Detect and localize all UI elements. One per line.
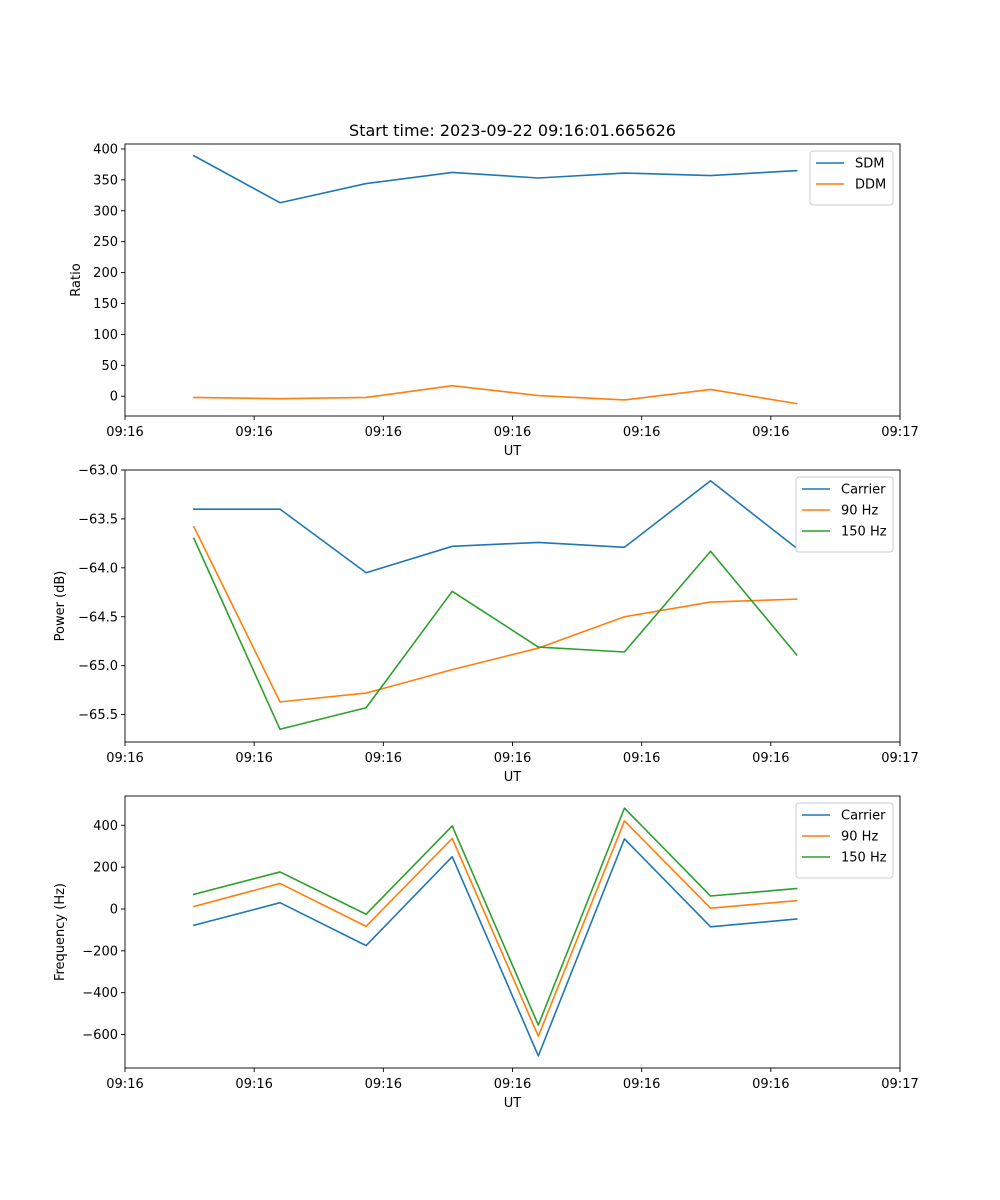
ratio-y-axis-label: Ratio <box>69 263 84 296</box>
ratio-x-tick-label: 09:16 <box>365 425 402 440</box>
ratio-y-tick-label: 250 <box>93 235 118 250</box>
frequency-legend-box <box>795 802 894 879</box>
ratio-x-tick-label: 09:17 <box>881 425 918 440</box>
ratio-series-line-sdm <box>192 154 798 204</box>
chart-panels: 09:16 09:16 09:16 09:16 09:16 09:16 09:17 0 50 10… <box>53 142 919 1111</box>
power-legend-box <box>795 476 894 553</box>
frequency-x-tick-label: 09:16 <box>752 1077 789 1092</box>
frequency-y-axis-label: Frequency (Hz) <box>53 883 68 981</box>
frequency-x-tick-label: 09:16 <box>106 1077 143 1092</box>
ratio-x-tick-label: 09:16 <box>106 425 143 440</box>
ratio-y-tick-label: 200 <box>93 266 118 281</box>
ratio-x-tick-label: 09:16 <box>494 425 531 440</box>
power-series-line-150-hz <box>192 537 798 731</box>
power-legend-label: Carrier <box>841 483 886 498</box>
frequency-y-tick-label: 400 <box>93 819 118 834</box>
ratio-legend-label: SDM <box>855 157 884 172</box>
power-panel: 09:16 09:16 09:16 09:16 09:16 09:16 09:17 −65.5… <box>53 464 919 786</box>
ratio-y-tick-label: 150 <box>93 297 118 312</box>
power-x-tick-label: 09:17 <box>881 751 918 766</box>
power-x-tick-label: 09:16 <box>365 751 402 766</box>
power-legend-label: 150 Hz <box>841 525 887 540</box>
power-y-tick-label: −63.0 <box>78 464 118 479</box>
power-y-tick-label: −64.0 <box>78 561 118 576</box>
power-x-tick-label: 09:16 <box>235 751 272 766</box>
ratio-y-tick-label: 400 <box>93 142 118 157</box>
ratio-x-tick-label: 09:16 <box>623 425 660 440</box>
ratio-y-tick-label: 50 <box>101 359 118 374</box>
frequency-y-tick-label: 0 <box>110 902 118 917</box>
frequency-x-axis-label: UT <box>504 1096 522 1111</box>
power-x-tick-label: 09:16 <box>623 751 660 766</box>
power-series-line-carrier <box>193 479 798 574</box>
frequency-y-tick-label: 200 <box>93 861 118 876</box>
ratio-x-tick-label: 09:16 <box>235 425 272 440</box>
power-y-tick-label: −65.0 <box>78 659 118 674</box>
frequency-y-tick-label: −600 <box>82 1028 118 1043</box>
frequency-legend-label: 90 Hz <box>841 830 878 845</box>
ratio-panel: 09:16 09:16 09:16 09:16 09:16 09:16 09:17 0 50 10… <box>69 142 919 459</box>
ratio-y-tick-label: 350 <box>93 173 118 188</box>
frequency-y-tick-label: −400 <box>82 986 118 1001</box>
frequency-y-tick-label: −200 <box>82 944 118 959</box>
frequency-series-line-carrier <box>192 838 798 1057</box>
power-y-axis-label: Power (dB) <box>53 571 68 642</box>
ratio-series-line-ddm <box>193 384 798 405</box>
ratio-y-tick-label: 0 <box>110 390 118 405</box>
power-series-line-90-hz <box>192 525 798 703</box>
ratio-x-axis-label: UT <box>504 444 522 459</box>
frequency-x-tick-label: 09:16 <box>365 1077 402 1092</box>
ratio-y-tick-label: 100 <box>93 328 118 343</box>
power-x-tick-label: 09:16 <box>752 751 789 766</box>
frequency-legend-label: 150 Hz <box>841 851 887 866</box>
ratio-y-tick-label: 300 <box>93 204 118 219</box>
ratio-x-tick-label: 09:16 <box>752 425 789 440</box>
frequency-panel: 09:16 09:16 09:16 09:16 09:16 09:16 09:17 −600 −… <box>53 795 919 1111</box>
frequency-x-tick-label: 09:16 <box>235 1077 272 1092</box>
ratio-legend-label: DDM <box>855 178 886 193</box>
power-x-axis-label: UT <box>504 770 522 785</box>
frequency-legend-label: Carrier <box>841 809 886 824</box>
frequency-series-line-150-hz <box>192 807 798 1026</box>
power-y-tick-label: −65.5 <box>78 708 118 723</box>
frequency-series-line-90-hz <box>192 820 798 1037</box>
power-legend-label: 90 Hz <box>841 504 878 519</box>
power-x-tick-label: 09:16 <box>494 751 531 766</box>
power-y-tick-label: −63.5 <box>78 512 118 527</box>
chart-title: Start time: 2023-09-22 09:16:01.665626 <box>349 121 676 140</box>
frequency-x-tick-label: 09:16 <box>623 1077 660 1092</box>
power-x-tick-label: 09:16 <box>106 751 143 766</box>
frequency-x-tick-label: 09:17 <box>881 1077 918 1092</box>
frequency-x-tick-label: 09:16 <box>494 1077 531 1092</box>
ratio-legend-box <box>809 150 894 206</box>
power-y-tick-label: −64.5 <box>78 610 118 625</box>
